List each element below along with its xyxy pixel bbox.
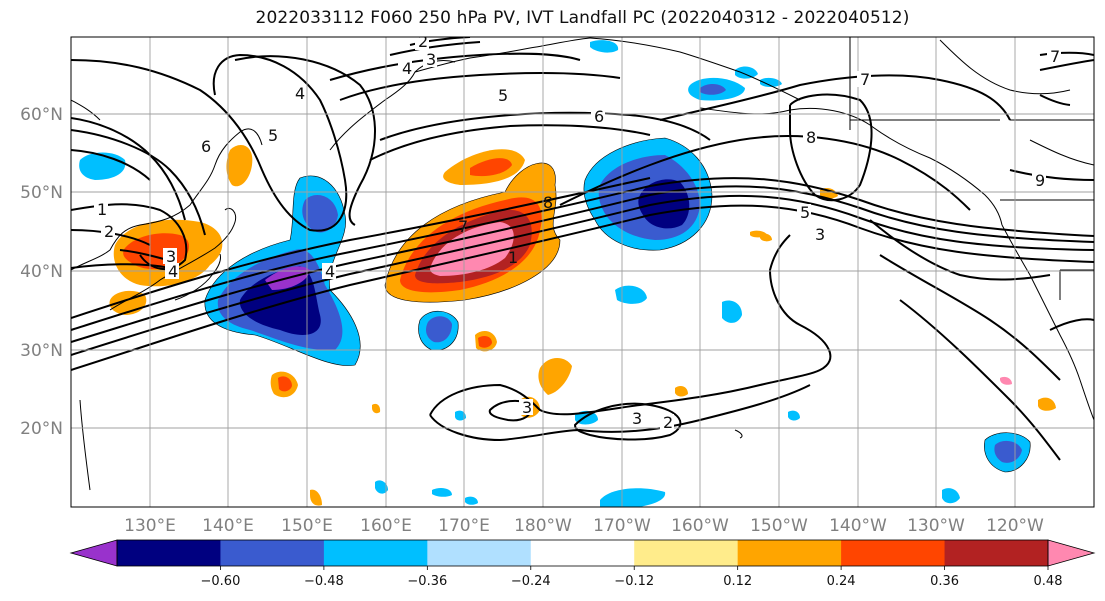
lat-label: 20°N — [20, 419, 63, 439]
graticule — [71, 37, 1094, 507]
contour-label: 6 — [594, 107, 604, 126]
lon-label: 160°W — [671, 516, 729, 536]
map-area: 2 3 4 5 6 7 7 8 4 5 6 1 2 3 4 4 7 8 1 3 — [71, 32, 1094, 507]
colorbar: −0.60 −0.48 −0.36 −0.24 −0.12 0.12 0.24 0.36 0.4… — [69, 539, 1096, 589]
contour-label: 4 — [402, 59, 412, 78]
map-frame — [70, 36, 1095, 508]
contour-lines — [71, 37, 1094, 461]
colorbar-segment — [737, 540, 842, 566]
contour-label: 3 — [522, 398, 532, 417]
contour-label: 7 — [1050, 47, 1060, 66]
lon-label: 150°E — [281, 516, 333, 536]
lon-label: 130°W — [907, 516, 965, 536]
colorbar-segment — [841, 540, 946, 566]
shading-outlines — [204, 137, 1031, 473]
colorbar-segment — [427, 540, 532, 566]
contour-label: 2 — [418, 32, 428, 51]
colorbar-tick-label: 0.36 — [930, 574, 959, 589]
contour-label: 3 — [426, 50, 436, 69]
contour-label: 5 — [498, 86, 508, 105]
contour-label: 2 — [663, 413, 673, 432]
colorbar-tick-label: 0.24 — [827, 574, 856, 589]
lat-label: 40°N — [20, 262, 63, 282]
lon-label: 170°W — [593, 516, 651, 536]
lon-label: 140°W — [829, 516, 887, 536]
colorbar-segment — [530, 540, 635, 566]
contour-label: 5 — [800, 203, 810, 222]
colorbar-tick-label: −0.12 — [614, 574, 654, 589]
lat-label: 60°N — [20, 105, 63, 125]
contour-label: 3 — [632, 409, 642, 428]
lat-label: 30°N — [20, 341, 63, 361]
longitude-labels: 130°E 140°E 150°E 160°E 170°E 180°W 170°… — [124, 516, 1044, 536]
colorbar-extend-low — [71, 540, 117, 566]
contour-label: 4 — [168, 262, 178, 281]
contour-label: 6 — [201, 137, 211, 156]
colorbar-tick-label: −0.36 — [407, 574, 447, 589]
contour-label: 7 — [458, 217, 468, 236]
contour-labels: 2 3 4 5 6 7 7 8 4 5 6 1 2 3 4 4 7 8 1 3 — [94, 32, 1061, 432]
colorbar-tick-label: 0.12 — [723, 574, 752, 589]
contour-label: 1 — [508, 248, 518, 267]
colorbar-segment — [220, 540, 325, 566]
contour-label: 1 — [97, 200, 107, 219]
latitude-labels: 60°N 50°N 40°N 30°N 20°N — [20, 105, 63, 439]
lon-label: 120°W — [986, 516, 1044, 536]
colorbar-segment — [117, 540, 221, 566]
colorbar-segment — [944, 540, 1049, 566]
lon-label: 170°E — [438, 516, 490, 536]
lon-label: 150°W — [750, 516, 808, 536]
lon-label: 160°E — [360, 516, 412, 536]
colorbar-tick-label: −0.60 — [201, 574, 241, 589]
contour-label: 4 — [325, 262, 335, 281]
colorbar-extend-high — [1048, 540, 1094, 566]
contour-label: 4 — [295, 84, 305, 103]
figure-title: 2022033112 F060 250 hPa PV, IVT Landfall… — [255, 8, 910, 28]
lon-label: 180°W — [514, 516, 572, 536]
lat-label: 50°N — [20, 183, 63, 203]
contour-label: 8 — [543, 193, 553, 212]
contour-label: 5 — [268, 126, 278, 145]
colorbar-segment — [323, 540, 428, 566]
lon-label: 140°E — [202, 516, 254, 536]
contour-label: 9 — [1035, 171, 1045, 190]
contour-label: 3 — [166, 247, 176, 266]
colorbar-segment — [634, 540, 739, 566]
contour-label: 3 — [815, 225, 825, 244]
contour-label: 2 — [104, 222, 114, 241]
colorbar-tick-label: −0.24 — [511, 574, 551, 589]
lon-label: 130°E — [124, 516, 176, 536]
contour-label: 8 — [806, 128, 816, 147]
contour-label: 7 — [860, 70, 870, 89]
colorbar-tick-label: 0.48 — [1034, 574, 1063, 589]
colorbar-tick-label: −0.48 — [304, 574, 344, 589]
